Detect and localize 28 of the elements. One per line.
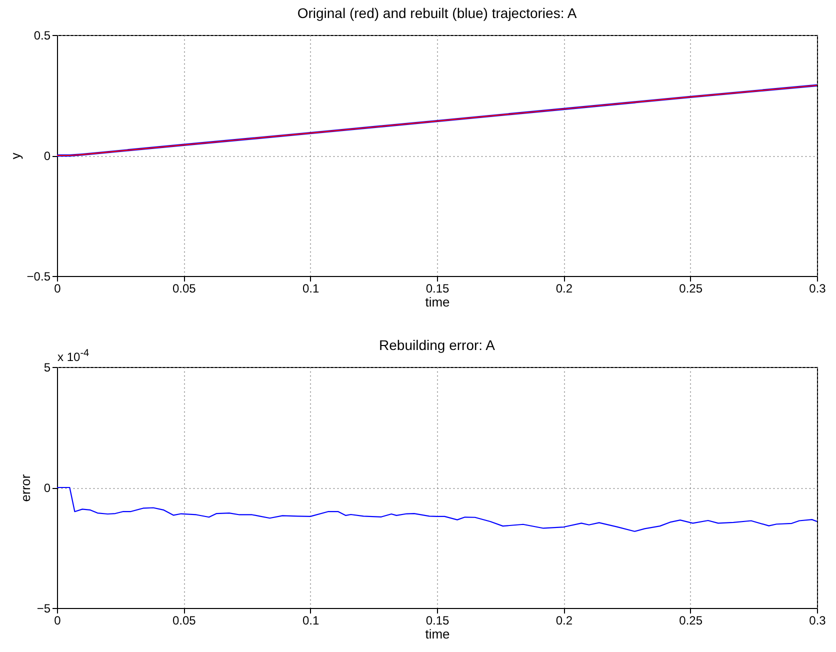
x-tick-label: 0.25: [679, 614, 703, 628]
x-tick-label: 0.2: [556, 614, 573, 628]
x-tick-label: 0.25: [679, 282, 703, 296]
y-tick-label: 0: [44, 481, 51, 495]
x-tick-label: 0.1: [302, 614, 320, 628]
x-tick-label: 0: [54, 614, 62, 628]
y-tick-label: −0.5: [26, 270, 51, 284]
chart-title: Original (red) and rebuilt (blue) trajectories: A: [297, 5, 578, 21]
y-tick-label: 0.5: [34, 28, 51, 42]
x-tick-label: 0.2: [556, 282, 573, 296]
x-tick-label: 0.05: [172, 614, 196, 628]
x-tick-label: 0.3: [809, 282, 826, 296]
x-axis-title: time: [425, 294, 450, 310]
y-tick-label: −5: [36, 602, 51, 616]
x-axis-title: time: [425, 626, 450, 642]
x-tick-label: 0.3: [809, 614, 826, 628]
x-tick-label: 0: [54, 282, 62, 296]
y-tick-label: 0: [44, 149, 51, 163]
y-tick-label: 5: [44, 360, 51, 374]
chart-title: Rebuilding error: A: [379, 337, 496, 353]
x-tick-label: 0.1: [302, 282, 320, 296]
text: x 10$^{-4}$: [58, 348, 90, 364]
y-axis-title: y: [8, 152, 23, 160]
x-tick-label: 0.15: [426, 614, 450, 628]
y-axis-title: error: [18, 474, 33, 502]
x-tick-label: 0.15: [426, 282, 450, 296]
x-tick-label: 0.05: [172, 282, 196, 296]
line-series: [57, 486, 817, 532]
